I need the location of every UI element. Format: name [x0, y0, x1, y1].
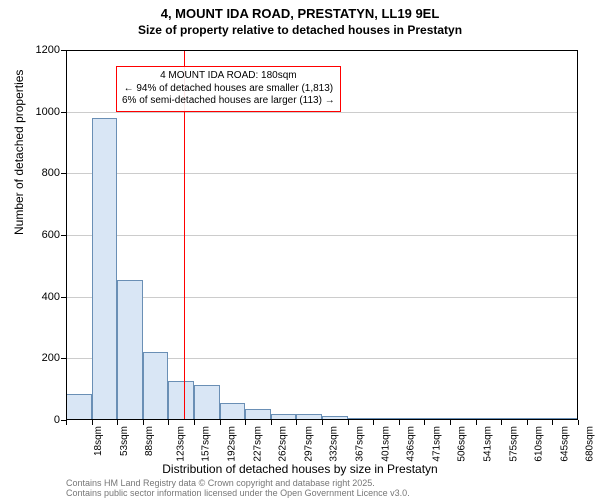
gridline: [66, 173, 578, 174]
ytick-label: 800: [20, 167, 60, 179]
xtick-mark: [348, 420, 349, 425]
xtick-mark: [476, 420, 477, 425]
xtick-mark: [220, 420, 221, 425]
histogram-bar: [527, 418, 553, 420]
footer-line2: Contains public sector information licen…: [66, 488, 410, 498]
ytick-mark: [61, 173, 66, 174]
xtick-mark: [143, 420, 144, 425]
xtick-mark: [194, 420, 195, 425]
ytick-mark: [61, 50, 66, 51]
annotation-box: 4 MOUNT IDA ROAD: 180sqm← 94% of detache…: [116, 66, 341, 112]
annotation-line3: 6% of semi-detached houses are larger (1…: [122, 95, 335, 108]
chart-subtitle: Size of property relative to detached ho…: [0, 23, 600, 39]
histogram-bar: [143, 352, 169, 420]
histogram-bar: [373, 418, 399, 420]
xtick-label: 18sqm: [93, 426, 104, 456]
xtick-mark: [552, 420, 553, 425]
histogram-bar: [92, 118, 118, 420]
gridline: [66, 112, 578, 113]
histogram-bar: [348, 418, 374, 420]
histogram-bar: [450, 418, 476, 420]
xtick-mark: [450, 420, 451, 425]
ytick-mark: [61, 112, 66, 113]
xtick-label: 227sqm: [252, 426, 263, 462]
histogram-bar: [296, 414, 322, 420]
xtick-label: 367sqm: [355, 426, 366, 462]
xtick-mark: [117, 420, 118, 425]
plot-area: 18sqm53sqm88sqm123sqm157sqm192sqm227sqm2…: [66, 50, 578, 420]
gridline: [66, 297, 578, 298]
xtick-label: 262sqm: [278, 426, 289, 462]
histogram-bar: [322, 416, 348, 420]
histogram-bar: [476, 418, 502, 420]
xtick-label: 575sqm: [508, 426, 519, 462]
xtick-mark: [373, 420, 374, 425]
ytick-label: 400: [20, 291, 60, 303]
xtick-mark: [245, 420, 246, 425]
histogram-bar: [424, 418, 450, 420]
histogram-bar: [220, 403, 246, 420]
xtick-label: 88sqm: [144, 426, 155, 456]
xtick-mark: [271, 420, 272, 425]
xtick-mark: [66, 420, 67, 425]
xtick-label: 436sqm: [406, 426, 417, 462]
chart-container: 4, MOUNT IDA ROAD, PRESTATYN, LL19 9EL S…: [0, 0, 600, 500]
gridline: [66, 235, 578, 236]
histogram-bar: [117, 280, 143, 420]
xtick-label: 53sqm: [119, 426, 130, 456]
chart-title: 4, MOUNT IDA ROAD, PRESTATYN, LL19 9EL: [0, 0, 600, 23]
ytick-mark: [61, 297, 66, 298]
xtick-label: 471sqm: [431, 426, 442, 462]
y-axis-label: Number of detached properties: [12, 70, 26, 235]
xtick-label: 401sqm: [380, 426, 391, 462]
xtick-label: 123sqm: [175, 426, 186, 462]
histogram-bar: [271, 414, 297, 420]
xtick-label: 645sqm: [559, 426, 570, 462]
xtick-label: 541sqm: [483, 426, 494, 462]
xtick-label: 506sqm: [457, 426, 468, 462]
xtick-label: 297sqm: [303, 426, 314, 462]
histogram-bar: [194, 385, 220, 420]
xtick-label: 610sqm: [534, 426, 545, 462]
ytick-label: 1200: [20, 44, 60, 56]
histogram-bar: [399, 418, 425, 420]
ytick-label: 200: [20, 352, 60, 364]
xtick-label: 157sqm: [201, 426, 212, 462]
ytick-label: 1000: [20, 106, 60, 118]
xtick-mark: [527, 420, 528, 425]
xtick-mark: [578, 420, 579, 425]
ytick-mark: [61, 358, 66, 359]
histogram-bar: [168, 381, 194, 420]
histogram-bar: [66, 394, 92, 420]
histogram-bar: [501, 418, 527, 420]
footer-line1: Contains HM Land Registry data © Crown c…: [66, 478, 410, 488]
ytick-label: 0: [20, 414, 60, 426]
histogram-bar: [552, 418, 578, 420]
annotation-line1: 4 MOUNT IDA ROAD: 180sqm: [122, 70, 335, 83]
xtick-label: 192sqm: [227, 426, 238, 462]
xtick-mark: [424, 420, 425, 425]
ytick-mark: [61, 235, 66, 236]
xtick-mark: [501, 420, 502, 425]
xtick-mark: [322, 420, 323, 425]
histogram-bar: [245, 409, 271, 420]
xtick-label: 332sqm: [329, 426, 340, 462]
xtick-mark: [399, 420, 400, 425]
xtick-mark: [168, 420, 169, 425]
x-axis-label: Distribution of detached houses by size …: [0, 462, 600, 476]
footer-attribution: Contains HM Land Registry data © Crown c…: [66, 478, 410, 499]
xtick-mark: [296, 420, 297, 425]
xtick-label: 680sqm: [585, 426, 596, 462]
xtick-mark: [92, 420, 93, 425]
annotation-line2: ← 94% of detached houses are smaller (1,…: [122, 83, 335, 96]
ytick-label: 600: [20, 229, 60, 241]
